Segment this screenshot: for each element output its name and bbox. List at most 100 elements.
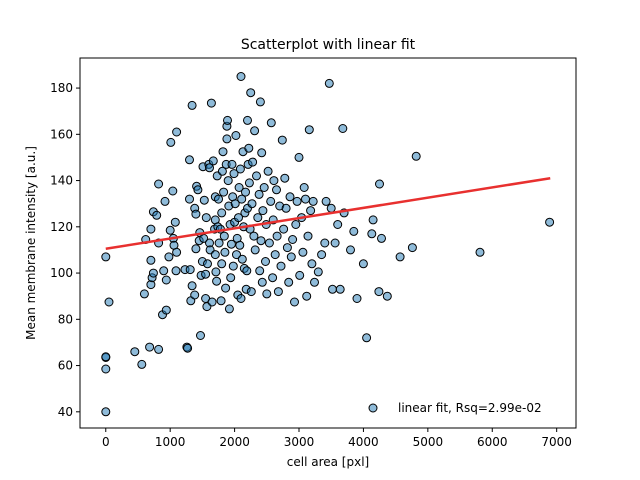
data-point [324, 78, 334, 88]
data-point [338, 124, 348, 133]
data-point [280, 173, 290, 183]
data-point [101, 364, 111, 374]
data-point [237, 254, 247, 264]
data-point [346, 245, 355, 255]
legend-marker [368, 403, 378, 413]
data-point [262, 289, 272, 299]
data-point [272, 185, 281, 195]
data-point [268, 273, 278, 283]
x-tick-label: 6000 [477, 435, 508, 449]
data-point [152, 210, 162, 220]
data-point [294, 152, 304, 162]
data-point [276, 261, 286, 271]
x-tick-label: 0 [102, 435, 110, 449]
plot-area-frame [79, 57, 577, 429]
data-point [210, 250, 220, 260]
data-point [362, 333, 372, 343]
y-tick-label: 120 [50, 220, 73, 234]
data-point [263, 166, 273, 176]
data-point [226, 239, 236, 249]
data-point [246, 287, 256, 297]
data-point [185, 194, 194, 204]
x-tick-label: 2000 [219, 435, 250, 449]
y-tick-label: 180 [50, 81, 73, 95]
data-point [253, 213, 263, 223]
data-point [101, 407, 111, 417]
data-point [171, 266, 181, 276]
data-point [395, 252, 405, 262]
data-point [317, 250, 327, 260]
data-point [230, 199, 240, 209]
data-point [269, 176, 279, 186]
data-point [292, 196, 302, 206]
y-tick-label: 40 [58, 405, 73, 419]
data-point [288, 235, 298, 244]
data-point [217, 259, 227, 269]
data-point [304, 125, 314, 135]
data-point [250, 245, 260, 255]
x-tick-label: 4000 [348, 435, 379, 449]
data-point [257, 277, 267, 287]
chart-title: Scatterplot with linear fit [241, 37, 416, 53]
data-point [301, 194, 310, 204]
legend-label: linear fit, Rsq=2.99e-02 [398, 401, 542, 415]
data-point [545, 217, 555, 227]
data-point [244, 178, 254, 188]
data-point [242, 266, 252, 276]
y-axis: 40 60 80 100 120 140 160 180 [50, 81, 80, 419]
data-point [187, 281, 197, 291]
data-point [211, 267, 221, 277]
data-point [220, 247, 230, 257]
data-point [234, 213, 243, 223]
data-point [172, 247, 182, 257]
data-point [217, 166, 227, 176]
data-point [193, 185, 203, 195]
data-point [201, 269, 211, 279]
data-point [258, 206, 268, 216]
data-point [272, 231, 282, 241]
data-point [172, 127, 182, 137]
data-point [313, 267, 323, 277]
data-point [266, 118, 276, 128]
data-point [307, 259, 317, 269]
data-point [286, 252, 296, 262]
data-point [104, 297, 114, 307]
data-point [101, 252, 111, 262]
x-tick-label: 3000 [284, 435, 315, 449]
data-point [201, 213, 211, 223]
data-point [330, 238, 340, 248]
data-point [235, 164, 245, 174]
data-point [191, 209, 201, 219]
data-point [244, 143, 254, 153]
x-axis: 0 1000 2000 3000 4000 5000 6000 7000 [102, 428, 572, 449]
data-point [216, 296, 226, 306]
data-point [407, 243, 417, 253]
data-point [214, 194, 223, 204]
data-point [229, 169, 239, 179]
data-point [291, 220, 301, 229]
data-point [277, 135, 287, 145]
data-point [227, 159, 237, 169]
data-point [221, 283, 231, 293]
data-point [196, 331, 205, 340]
data-point [295, 270, 305, 280]
data-point [257, 148, 267, 158]
data-point [212, 276, 222, 286]
data-point [232, 250, 241, 260]
data-point [326, 203, 336, 213]
data-point [335, 284, 345, 294]
data-point [206, 98, 216, 108]
data-point [273, 287, 283, 297]
data-point [218, 147, 228, 157]
data-point [130, 347, 140, 357]
data-point [154, 179, 164, 189]
data-point [248, 157, 258, 167]
data-point [164, 252, 174, 262]
data-point [183, 343, 193, 353]
data-point [223, 176, 233, 186]
data-point [217, 208, 227, 218]
data-point [333, 220, 343, 229]
data-point [101, 352, 111, 362]
data-point [266, 196, 276, 206]
